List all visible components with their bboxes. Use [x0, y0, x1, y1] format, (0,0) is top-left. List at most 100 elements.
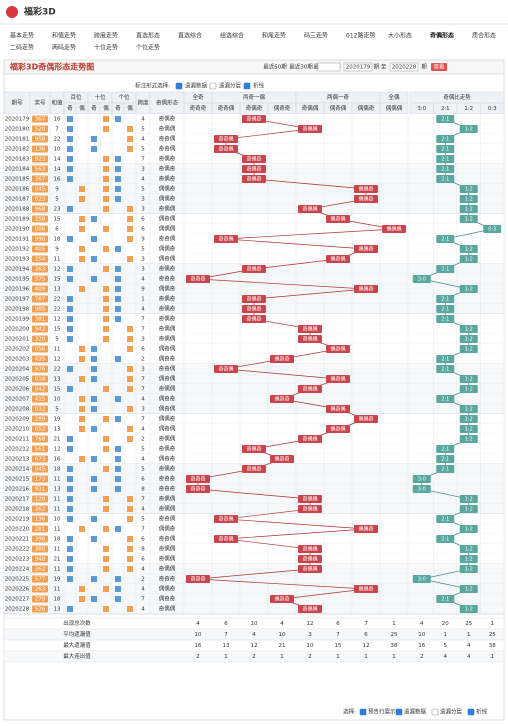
parity-hit: [103, 466, 109, 472]
period: 2020188: [5, 207, 30, 213]
draw: 380: [35, 547, 46, 553]
nav-tab[interactable]: 直选综合: [178, 32, 202, 40]
parity-hit: [127, 236, 133, 242]
parity-hit: [67, 316, 73, 322]
parity-hit: [115, 266, 121, 272]
parity-hit: [115, 596, 121, 602]
parity-hit: [79, 416, 85, 422]
draw-bg: [32, 135, 48, 143]
ratio-label: 1:2: [465, 497, 473, 503]
parity-hit: [103, 496, 109, 502]
draw-bg: [32, 595, 48, 603]
option-label[interactable]: 遗漏数据: [185, 82, 208, 90]
parity-hit: [103, 286, 109, 292]
option-checkbox[interactable]: [243, 82, 251, 90]
period: 2020186: [5, 187, 30, 193]
period: 2020215: [5, 477, 30, 483]
ratio-label: 1:2: [465, 377, 473, 383]
parity-hit: [115, 456, 121, 462]
sum: 13: [54, 427, 61, 433]
pattern-label: 奇偶偶: [302, 546, 317, 553]
period: 2020193: [5, 257, 30, 263]
from-input[interactable]: [343, 62, 373, 72]
pattern-hit: [326, 215, 350, 223]
quick-range[interactable]: 最近30期: [289, 63, 313, 71]
parity-hit: [103, 156, 109, 162]
form: 偶偶偶: [159, 225, 176, 233]
row-bg: [4, 344, 504, 354]
sum: 9: [55, 247, 59, 253]
span: 7: [141, 157, 145, 163]
quick-range[interactable]: 最近50期: [263, 63, 287, 71]
bottom-option[interactable]: 遗漏数据: [404, 708, 427, 716]
period: 2020190: [5, 227, 30, 233]
sum: 16: [54, 177, 61, 183]
draw: 768: [35, 437, 46, 443]
pattern-hit: [298, 125, 322, 133]
row-bg: [4, 224, 504, 234]
nav-tab[interactable]: 十位走势: [94, 44, 118, 52]
nav-tab[interactable]: 两码走势: [52, 44, 76, 52]
sum: 5: [55, 337, 59, 343]
parity-hit: [115, 306, 121, 312]
ratio-label: 2:1: [441, 117, 449, 123]
bottom-checkbox[interactable]: [359, 708, 367, 716]
stats-value: 15: [335, 643, 342, 649]
ratio-hit: [436, 445, 455, 453]
nav-tab[interactable]: 奇偶形态: [430, 32, 454, 40]
form: 奇偶偶: [159, 555, 176, 563]
draw: 787: [35, 297, 46, 303]
parity-hit: [115, 356, 121, 362]
view-button[interactable]: [431, 63, 447, 71]
stats-value: 1: [364, 654, 368, 660]
nav-tab[interactable]: 基本走势: [10, 32, 34, 40]
draw-bg: [32, 605, 48, 613]
view-label[interactable]: 查看: [433, 63, 445, 71]
bottom-checkbox[interactable]: [467, 708, 475, 716]
stats-value: 16: [195, 643, 202, 649]
from-period: 2020179: [346, 65, 371, 71]
form: 偶奇偶: [159, 405, 176, 413]
bottom-option[interactable]: 预告行展示: [368, 708, 396, 716]
parity-hit: [67, 336, 73, 342]
nav-tab[interactable]: 跨度走势: [94, 32, 118, 40]
pattern-hit: [354, 245, 378, 253]
parity-hit: [67, 306, 73, 312]
period: 2020218: [5, 507, 30, 513]
sum: 11: [54, 547, 61, 553]
nav-tab[interactable]: 个位走势: [136, 44, 160, 52]
pattern-label: 奇奇偶: [218, 366, 233, 373]
pattern-hit: [354, 185, 378, 193]
form: 偶奇奇: [159, 595, 176, 603]
nav-tab[interactable]: 和尾走势: [262, 32, 286, 40]
bottom-option[interactable]: 折线: [476, 708, 488, 716]
nav-tab[interactable]: 质合形态: [472, 32, 496, 40]
option-checkbox[interactable]: [209, 82, 217, 90]
ratio-label: 1:2: [465, 567, 473, 573]
option-checkbox[interactable]: [175, 82, 183, 90]
nav-tab[interactable]: 组选综合: [220, 32, 244, 40]
period: 2020203: [5, 357, 30, 363]
header-label: 跨度: [137, 99, 149, 107]
period: 2020211: [5, 437, 30, 443]
nav-tab[interactable]: 和值走势: [52, 32, 76, 40]
nav-tab[interactable]: 码三走势: [304, 32, 328, 40]
pattern-hit: [326, 375, 350, 383]
period-select[interactable]: [317, 62, 341, 72]
row-bg: [4, 244, 504, 254]
nav-tab[interactable]: 直选形态: [136, 32, 160, 40]
draw-bg: [32, 365, 48, 373]
draw: 409: [35, 287, 46, 293]
option-label[interactable]: 折线: [253, 82, 265, 90]
nav-tab[interactable]: 大小形态: [388, 32, 412, 40]
ratio-hit: [436, 355, 455, 363]
ratio-hit: [436, 155, 455, 163]
nav-tab[interactable]: 012路走势: [346, 32, 375, 40]
bottom-checkbox[interactable]: [395, 708, 403, 716]
bottom-checkbox[interactable]: [431, 708, 439, 716]
nav-tab[interactable]: 二码走势: [10, 44, 34, 52]
bottom-option[interactable]: 遗漏分层: [440, 708, 463, 716]
option-label[interactable]: 遗漏分层: [219, 82, 242, 90]
header-label: 偶奇偶: [330, 104, 347, 112]
to-input[interactable]: [389, 62, 419, 72]
